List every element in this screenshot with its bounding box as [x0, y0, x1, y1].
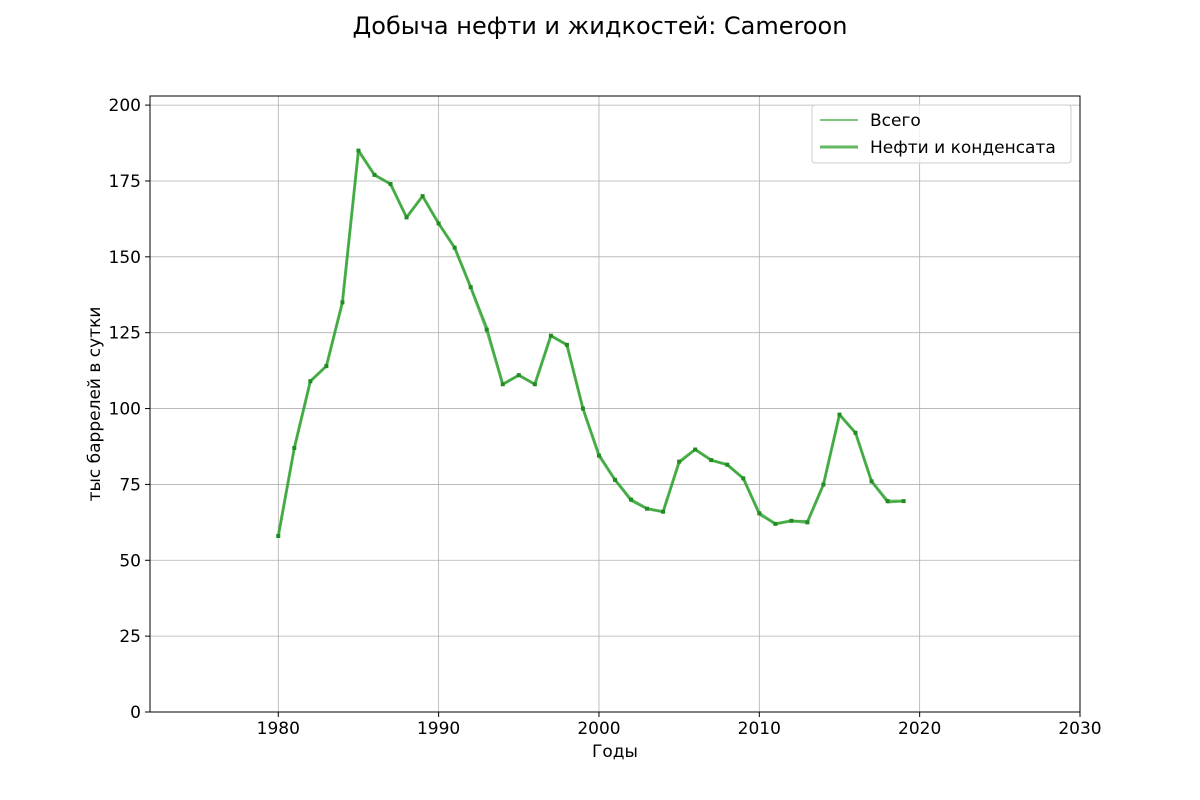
axis-ticks: 1980 1990 2000 2010 2020 2030 0 25 50 75 100 125 150… [109, 96, 1102, 739]
x-tick-label: 2030 [1058, 719, 1101, 739]
y-tick-label: 50 [119, 551, 141, 571]
data-point [661, 509, 666, 514]
y-tick-label: 25 [119, 627, 141, 647]
data-point [837, 412, 842, 417]
data-point [741, 476, 746, 481]
data-point [324, 364, 329, 369]
data-point [452, 245, 457, 250]
plot-frame [149, 95, 1081, 713]
grid-lines [150, 96, 1081, 713]
data-point [869, 479, 874, 484]
data-point [596, 453, 601, 458]
y-tick-label: 100 [109, 400, 141, 420]
data-point [292, 446, 297, 450]
legend: Всего Нефти и конденсата [811, 104, 1072, 164]
chart-title: Добыча нефти и жидкостей: Cameroon [352, 12, 848, 40]
data-point [789, 518, 794, 523]
data-point [613, 477, 617, 482]
data-point [404, 215, 409, 220]
data-point [500, 382, 505, 387]
data-point [484, 327, 489, 332]
data-point [773, 521, 778, 526]
x-tick-label: 2020 [898, 719, 941, 739]
data-point [821, 482, 826, 487]
data-point [532, 382, 537, 387]
data-point [677, 459, 682, 464]
x-tick-label: 1990 [417, 719, 460, 739]
data-point [709, 458, 714, 463]
data-point [548, 333, 553, 338]
y-tick-label: 150 [109, 248, 141, 268]
series-line-total [277, 149, 904, 537]
y-tick-label: 175 [109, 172, 141, 192]
data-point [805, 520, 810, 525]
data-point [885, 499, 890, 504]
data-point [629, 497, 634, 502]
data-point [901, 499, 906, 504]
data-point [468, 285, 473, 290]
data-point [340, 300, 345, 305]
y-tick-label: 125 [109, 324, 141, 344]
x-tick-label: 2000 [577, 719, 620, 739]
x-tick-label: 2010 [738, 719, 781, 739]
legend-label-total: Всего [870, 111, 921, 131]
data-point [372, 172, 377, 177]
data-point [564, 342, 569, 347]
data-point [725, 462, 730, 467]
data-point [757, 511, 762, 516]
data-point [356, 148, 361, 153]
data-point [580, 406, 585, 411]
data-point [516, 373, 521, 378]
y-tick-label: 75 [119, 475, 141, 495]
data-point [308, 379, 313, 384]
x-tick-label: 1980 [257, 719, 300, 739]
data-point [436, 221, 441, 226]
y-axis-label: тыс баррелей в сутки [85, 307, 105, 502]
y-tick-label: 0 [130, 703, 141, 723]
y-tick-label: 200 [109, 96, 141, 116]
data-point [693, 447, 698, 452]
data-point [853, 430, 858, 435]
legend-box [811, 104, 1072, 164]
series-line-oil-condensate [276, 149, 904, 537]
legend-label-oil-condensate: Нефти и конденсата [870, 138, 1056, 158]
x-axis-label: Годы [592, 742, 638, 762]
data-point [645, 506, 650, 511]
data-series [276, 148, 906, 538]
data-point [276, 534, 281, 538]
data-point [420, 194, 425, 199]
data-point [388, 182, 393, 186]
